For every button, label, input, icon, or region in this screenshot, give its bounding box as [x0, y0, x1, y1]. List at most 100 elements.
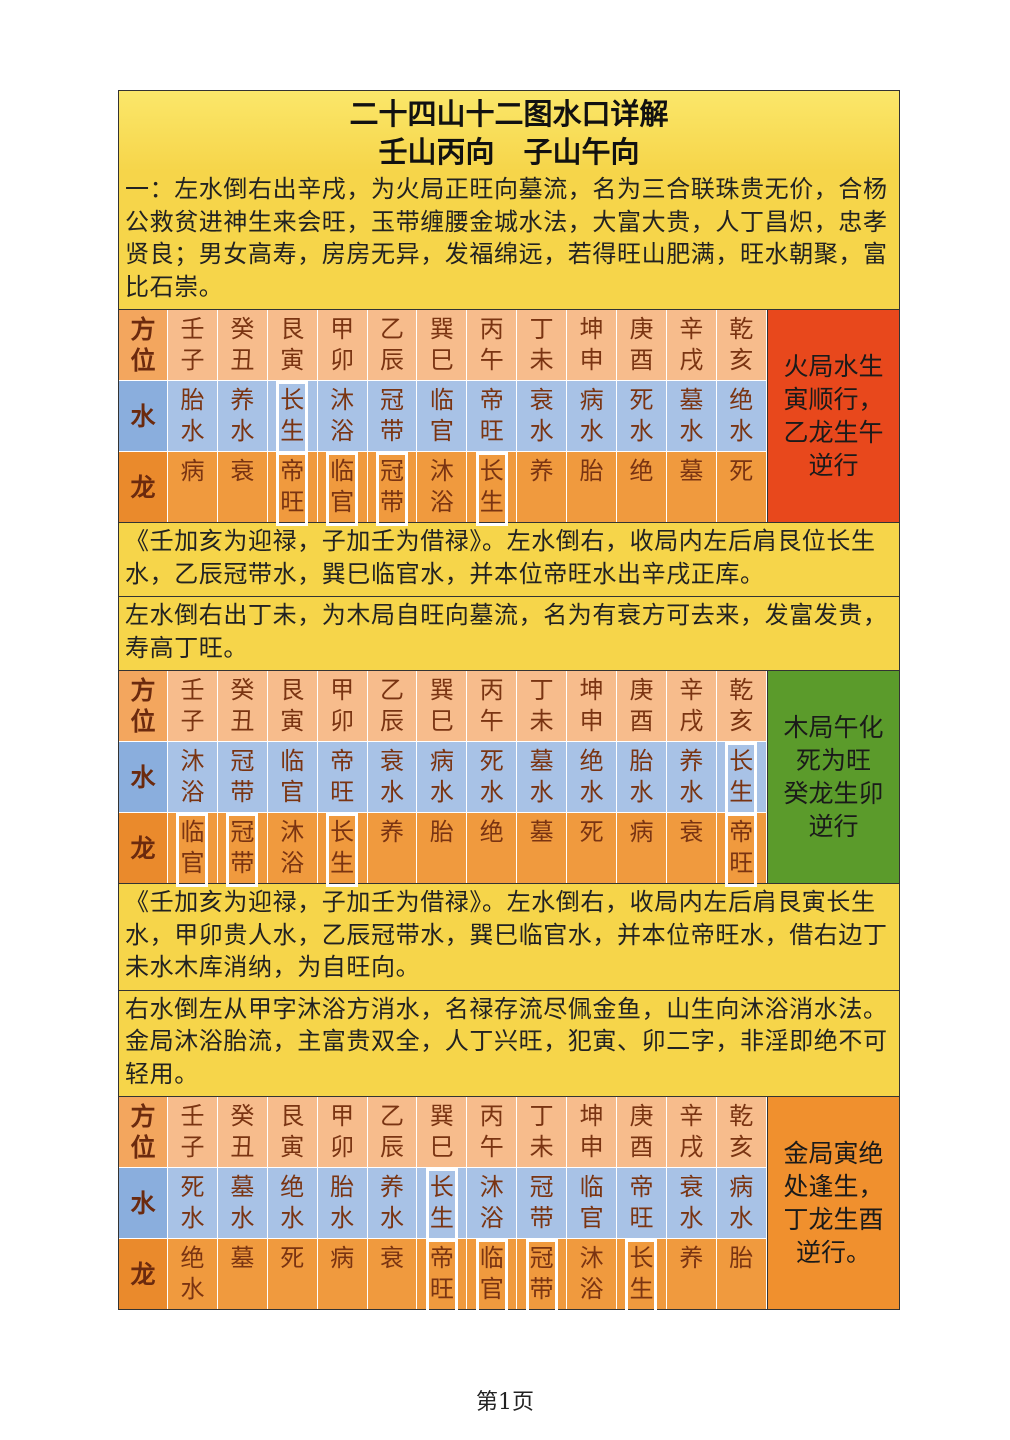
cell-text: 死水	[629, 386, 654, 445]
table-cell: 长生	[717, 742, 767, 816]
row-label: 方位	[119, 310, 168, 380]
table-cell: 冠带	[517, 1239, 568, 1313]
table-cell: 衰水	[368, 742, 418, 812]
table-cell: 癸丑	[218, 1097, 268, 1167]
cell-text: 帝旺	[330, 747, 355, 806]
cell-text: 长生	[425, 1168, 458, 1242]
table-cell: 乙辰	[368, 1097, 418, 1167]
cell-text: 墓水	[679, 386, 704, 445]
table-cell: 沐浴	[318, 381, 368, 451]
cell-text: 丙午	[479, 315, 504, 374]
cell-text: 丁未	[529, 1102, 554, 1161]
table-cell: 艮寅	[268, 310, 318, 380]
row-label-text: 水	[130, 762, 156, 792]
cell-text: 帝旺	[425, 1239, 458, 1313]
table-cell: 长生	[268, 381, 318, 455]
cell-text: 庚酉	[629, 1102, 654, 1161]
table-cell: 帝旺	[318, 742, 368, 812]
cell-text: 衰水	[380, 747, 404, 806]
cell-text: 长生	[475, 452, 508, 526]
table-cell: 胎水	[168, 381, 218, 451]
cell-text: 病	[330, 1244, 355, 1272]
table-cell: 临官	[467, 1239, 518, 1313]
row-label-text: 龙	[130, 472, 156, 502]
cell-text: 衰	[679, 818, 704, 846]
table-row: 方位 壬子 癸丑 艮寅 甲卯 乙辰 巽巳 丙午 丁未 坤申 庚酉 辛戌 乾亥	[119, 310, 767, 381]
cell-text: 辛戌	[679, 315, 704, 374]
table-cell: 衰	[368, 1239, 418, 1309]
table-cell: 长生	[467, 452, 518, 526]
table-cell: 长生	[318, 813, 368, 887]
row-label: 龙	[119, 452, 168, 522]
cell-text: 帝旺	[479, 386, 504, 445]
cell-text: 长生	[326, 813, 359, 887]
table-cell: 临官	[567, 1168, 618, 1238]
cell-text: 沐浴	[579, 1244, 604, 1303]
cell-text: 庚酉	[629, 315, 654, 374]
cell-text: 丁未	[529, 676, 554, 735]
table-cell: 临官	[318, 452, 368, 526]
table-cell: 衰	[218, 452, 268, 522]
side-note: 木局午化 死为旺 癸龙生卯 逆行	[767, 671, 899, 883]
table-cell: 癸丑	[218, 671, 268, 741]
header: 二十四山十二图水口详解 壬山丙向 子山午向	[119, 91, 899, 171]
table-cell: 丁未	[517, 310, 568, 380]
table-cell: 壬子	[168, 671, 218, 741]
side-note-line: 逆行	[808, 451, 859, 480]
content: 一：左水倒右出辛戌，为火局正旺向墓流，名为三合联珠贵无价，合杨公救贫进神生来会旺…	[119, 171, 899, 1313]
row-label-text: 方位	[130, 315, 156, 375]
side-note: 火局水生 寅顺行， 乙龙生午 逆行	[767, 310, 899, 522]
table-cell: 长生	[617, 1239, 667, 1313]
note-text: 《壬加亥为迎禄，子加壬为借禄》。左水倒右，收局内左后肩艮寅长生水，甲卯贵人水，乙…	[119, 884, 899, 991]
cell-text: 帝旺	[725, 813, 758, 887]
table-cell: 沐浴	[168, 742, 218, 812]
table-cell: 冠带	[218, 813, 268, 887]
table-cell: 辛戌	[667, 1097, 717, 1167]
table-cell: 癸丑	[218, 310, 268, 380]
table-cell: 养	[368, 813, 418, 883]
table-cell: 长生	[417, 1168, 468, 1242]
table-cell: 巽巳	[417, 671, 468, 741]
cell-text: 癸丑	[230, 1102, 255, 1161]
row-label-text: 水	[130, 1188, 156, 1218]
table-row: 龙绝水墓死病衰帝旺 临官 冠带 沐浴 长生养胎	[119, 1239, 767, 1313]
cell-text: 墓水	[529, 747, 554, 806]
table-cell: 胎	[567, 452, 618, 522]
table-cell: 绝	[467, 813, 518, 883]
cell-text: 临官	[429, 386, 454, 445]
table-cell: 丙午	[467, 1097, 518, 1167]
cell-text: 衰	[230, 457, 255, 485]
cell-text: 艮寅	[280, 676, 305, 735]
cell-text: 乾亥	[729, 1102, 754, 1161]
side-note: 金局寅绝 处逢生， 丁龙生酉 逆行。	[767, 1097, 899, 1309]
table: 方位 壬子 癸丑 艮寅 甲卯 乙辰 巽巳 丙午 丁未 坤申 庚酉 辛戌 乾亥水胎水 养水 长生 沐浴 冠带 临官帝…	[119, 310, 899, 526]
cell-text: 冠带	[230, 747, 255, 806]
table-cell: 死	[268, 1239, 318, 1309]
cell-text: 临官	[326, 452, 359, 526]
cell-text: 巽巳	[429, 1102, 454, 1161]
row-label: 方位	[119, 1097, 168, 1167]
side-note-line: 丁龙生酉	[783, 1205, 884, 1234]
table-cell: 沐浴	[467, 1168, 518, 1238]
cell-text: 病水	[729, 1173, 754, 1232]
cell-text: 甲卯	[330, 315, 355, 374]
cell-text: 胎水	[330, 1173, 355, 1232]
table-cell: 帝旺	[417, 1239, 468, 1313]
side-note-line: 逆行	[808, 812, 859, 841]
table-cell: 冠带	[368, 381, 418, 451]
cell-text: 乾亥	[729, 676, 754, 735]
cell-text: 壬子	[180, 1102, 205, 1161]
row-label-text: 方位	[130, 1102, 156, 1162]
cell-text: 沐浴	[479, 1173, 504, 1232]
cell-text: 养	[679, 1244, 704, 1272]
table-cell: 死水	[168, 1168, 218, 1238]
cell-text: 死水	[180, 1173, 205, 1232]
side-note-line: 金局寅绝	[783, 1139, 884, 1168]
row-label-text: 龙	[130, 833, 156, 863]
table-cell: 死水	[617, 381, 667, 451]
side-note-line: 寅顺行，	[783, 385, 884, 414]
cell-text: 长生	[276, 381, 309, 455]
table-cell: 病	[617, 813, 667, 883]
table-cell: 冠带	[218, 742, 268, 812]
cell-text: 乙辰	[380, 315, 404, 374]
